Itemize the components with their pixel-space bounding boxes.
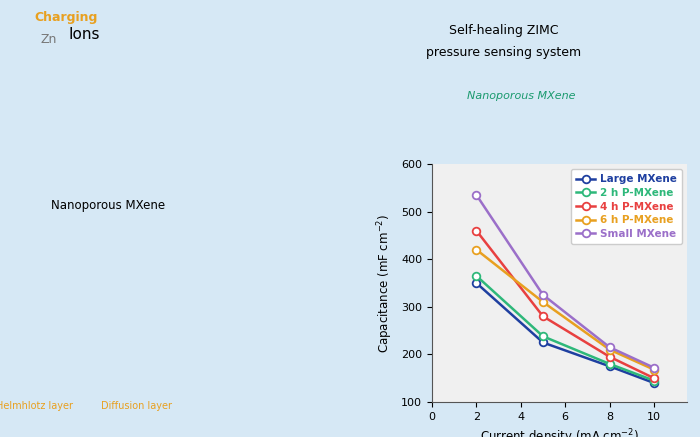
Text: Nanoporous MXene: Nanoporous MXene [468,91,575,101]
Text: Zn: Zn [41,33,57,46]
Text: Diffusion layer: Diffusion layer [101,402,172,411]
6 h P-MXene [472,247,480,252]
4 h P-MXene [650,375,658,381]
6 h P-MXene [539,299,547,305]
Small MXene [606,345,614,350]
Large MXene [650,380,658,385]
4 h P-MXene [539,314,547,319]
Text: Helmhlotz layer: Helmhlotz layer [0,402,74,411]
Text: pressure sensing system: pressure sensing system [426,46,582,59]
Line: 4 h P-MXene: 4 h P-MXene [473,227,658,382]
Line: Small MXene: Small MXene [473,191,658,371]
Small MXene [650,365,658,371]
Small MXene [472,192,480,198]
2 h P-MXene [472,273,480,278]
6 h P-MXene [606,347,614,352]
Legend: Large MXene, 2 h P-MXene, 4 h P-MXene, 6 h P-MXene, Small MXene: Large MXene, 2 h P-MXene, 4 h P-MXene, 6… [571,169,682,244]
Line: Large MXene: Large MXene [473,279,658,387]
2 h P-MXene [606,361,614,367]
Text: Self-healing ZIMC: Self-healing ZIMC [449,24,559,37]
2 h P-MXene [650,378,658,383]
Small MXene [539,292,547,298]
Text: Nanoporous MXene: Nanoporous MXene [51,199,166,212]
Text: Ions: Ions [69,28,99,42]
4 h P-MXene [472,228,480,233]
4 h P-MXene [606,354,614,359]
Line: 2 h P-MXene: 2 h P-MXene [473,272,658,385]
Line: 6 h P-MXene: 6 h P-MXene [473,246,658,374]
2 h P-MXene [539,334,547,339]
Text: Charging: Charging [35,11,98,24]
Y-axis label: Capacitance (mF cm$^{-2}$): Capacitance (mF cm$^{-2}$) [376,213,396,353]
Large MXene [472,281,480,286]
X-axis label: Current density (mA cm$^{-2}$): Current density (mA cm$^{-2}$) [480,427,639,437]
Large MXene [606,364,614,369]
Large MXene [539,340,547,345]
6 h P-MXene [650,367,658,372]
